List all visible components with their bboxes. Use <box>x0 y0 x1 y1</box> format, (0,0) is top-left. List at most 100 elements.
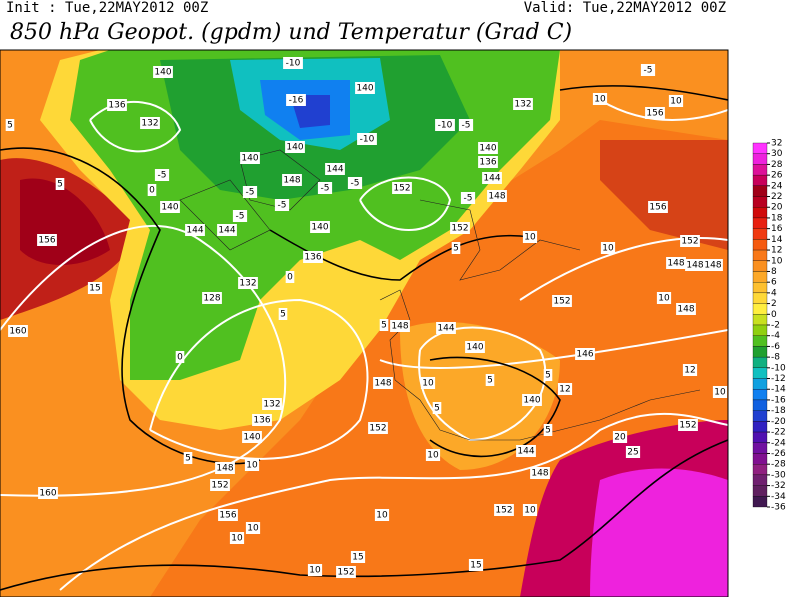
isotherm-label: 0 <box>287 273 293 283</box>
isotherm-label-box <box>425 449 441 461</box>
isohypse-label: 140 <box>523 396 540 406</box>
colorbar-band <box>752 485 768 497</box>
isohypse-label-box <box>436 322 456 334</box>
isohypse-label: 140 <box>286 143 303 153</box>
colorbar-label: -26 <box>771 449 786 459</box>
isotherm-label-box <box>283 57 303 69</box>
isotherm-label-box <box>229 532 245 544</box>
isohypse-label-box <box>107 99 127 111</box>
isotherm-label-box <box>592 93 608 105</box>
isohypse-label-box <box>185 224 205 236</box>
isotherm-label: 5 <box>57 180 63 190</box>
isotherm-label-box <box>625 446 641 458</box>
isotherm-label-box <box>712 386 728 398</box>
colorbar-band <box>752 303 768 315</box>
isotherm-label: -16 <box>289 96 304 106</box>
isohypse-label: 132 <box>141 119 158 129</box>
colorbar-band <box>752 346 768 358</box>
isotherm-label: -10 <box>438 121 453 131</box>
isohypse-label: 144 <box>437 324 454 334</box>
isotherm-label: -5 <box>464 194 473 204</box>
isotherm-label-box <box>435 119 455 131</box>
isohypse-label-box <box>645 107 665 119</box>
colorbar-band <box>752 292 768 304</box>
isohypse-label-box <box>238 277 258 289</box>
isohypse-label: 160 <box>39 489 56 499</box>
colorbar-band <box>752 249 768 261</box>
isotherm-label-box <box>379 319 389 331</box>
isohypse-label-box <box>218 509 238 521</box>
colorbar-label: 10 <box>771 256 783 266</box>
map-field <box>0 50 728 597</box>
isohypse-label-box <box>303 251 323 263</box>
colorbar-band <box>752 324 768 336</box>
isotherm-label-box <box>232 210 248 222</box>
colorbar-label: -22 <box>771 428 786 438</box>
isohypse-label-box <box>202 292 222 304</box>
isohypse-label-box <box>262 398 282 410</box>
isotherm-label: 10 <box>246 461 258 471</box>
isohypse-label: 140 <box>479 144 496 154</box>
isotherm-label: 10 <box>714 388 726 398</box>
isohypse-label: 156 <box>646 109 663 119</box>
isotherm-label: 5 <box>434 404 440 414</box>
init-time: Init : Tue,22MAY2012 00Z <box>6 0 208 16</box>
isohypse-label-box <box>252 414 272 426</box>
isotherm-label: -5 <box>321 184 330 194</box>
isohypse-label: 132 <box>514 100 531 110</box>
isotherm-label-box <box>183 452 193 464</box>
colorbar-label: 26 <box>771 171 783 181</box>
isohypse-label-box <box>478 156 498 168</box>
colorbar-band <box>752 260 768 272</box>
colorbar-band <box>752 196 768 208</box>
isohypse-label-box <box>217 224 237 236</box>
isohypse-label-box <box>373 377 393 389</box>
isotherm-label-box <box>285 271 295 283</box>
colorbar-label: 20 <box>771 203 783 213</box>
colorbar-band <box>752 314 768 326</box>
isohypse-label: 156 <box>219 511 236 521</box>
isotherm-label-box <box>432 402 442 414</box>
isohypse-label-box <box>282 174 302 186</box>
isotherm-label: 0 <box>149 186 155 196</box>
isohypse-label: 152 <box>211 481 228 491</box>
isohypse-label: 136 <box>108 101 125 111</box>
isohypse-label: 140 <box>356 84 373 94</box>
isohypse-label-box <box>368 422 388 434</box>
isotherm-label-box <box>600 242 616 254</box>
isotherm-label: 12 <box>684 366 695 376</box>
isotherm-label-box <box>175 351 185 363</box>
isohypse-label-box <box>487 190 507 202</box>
isohypse-label: 148 <box>686 261 703 271</box>
colorbar-label: 16 <box>771 224 783 234</box>
isohypse-label: 148 <box>677 305 694 315</box>
isotherm-label-box <box>307 564 323 576</box>
colorbar-label: -12 <box>771 374 786 384</box>
isotherm-label: -5 <box>278 201 287 211</box>
isotherm-label: 10 <box>309 566 321 576</box>
colorbar-label: -18 <box>771 406 786 416</box>
isohypse-label: 140 <box>154 68 171 78</box>
isohypse-label: 148 <box>283 176 300 186</box>
isohypse-label: 128 <box>203 294 220 304</box>
colorbar-label: -36 <box>771 503 786 513</box>
isotherm-label: 10 <box>231 534 243 544</box>
isotherm-label: 5 <box>280 310 286 320</box>
isotherm-label-box <box>154 169 170 181</box>
isohypse-label-box <box>285 141 305 153</box>
colorbar-label: -32 <box>771 481 786 491</box>
colorbar-label: -6 <box>771 342 780 352</box>
colorbar-band <box>752 185 768 197</box>
isotherm-label-box <box>347 177 363 189</box>
isotherm-label-box <box>278 308 288 320</box>
colorbar-band <box>752 367 768 379</box>
isohypse-label: 146 <box>576 350 593 360</box>
isohypse-label: 152 <box>393 184 410 194</box>
colorbar-band <box>752 174 768 186</box>
isotherm-label-box <box>557 383 573 395</box>
colorbar-label: -4 <box>771 331 780 341</box>
isohypse-label-box <box>242 431 262 443</box>
isotherm-label-box <box>245 522 261 534</box>
isohypse-label: 136 <box>253 416 270 426</box>
